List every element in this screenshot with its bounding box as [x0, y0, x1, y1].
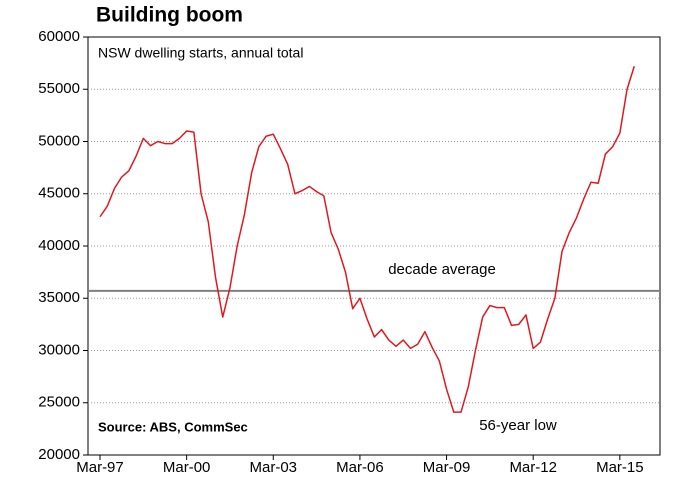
y-tick-label: 60000: [38, 28, 80, 45]
y-tick-label: 35000: [38, 289, 80, 306]
x-tick-label: Mar-06: [336, 459, 384, 476]
x-tick-label: Mar-12: [509, 459, 557, 476]
source-note: Source: ABS, CommSec: [98, 419, 248, 434]
data-line: [99, 66, 635, 413]
annotation: 56-year low: [479, 417, 557, 434]
x-tick-label: Mar-09: [423, 459, 471, 476]
x-tick-label: Mar-97: [76, 459, 124, 476]
y-tick-label: 20000: [38, 446, 80, 463]
y-tick-label: 55000: [38, 80, 80, 97]
y-tick-label: 30000: [38, 341, 80, 358]
y-tick-label: 50000: [38, 132, 80, 149]
y-tick-label: 40000: [38, 237, 80, 254]
reference-label: decade average: [388, 261, 496, 278]
x-tick-label: Mar-03: [250, 459, 298, 476]
x-tick-label: Mar-00: [163, 459, 211, 476]
y-tick-label: 45000: [38, 185, 80, 202]
chart-title: Building boom: [96, 4, 243, 27]
x-tick-label: Mar-15: [596, 459, 644, 476]
y-tick-label: 25000: [38, 394, 80, 411]
chart-subtitle: NSW dwelling starts, annual total: [98, 45, 303, 61]
